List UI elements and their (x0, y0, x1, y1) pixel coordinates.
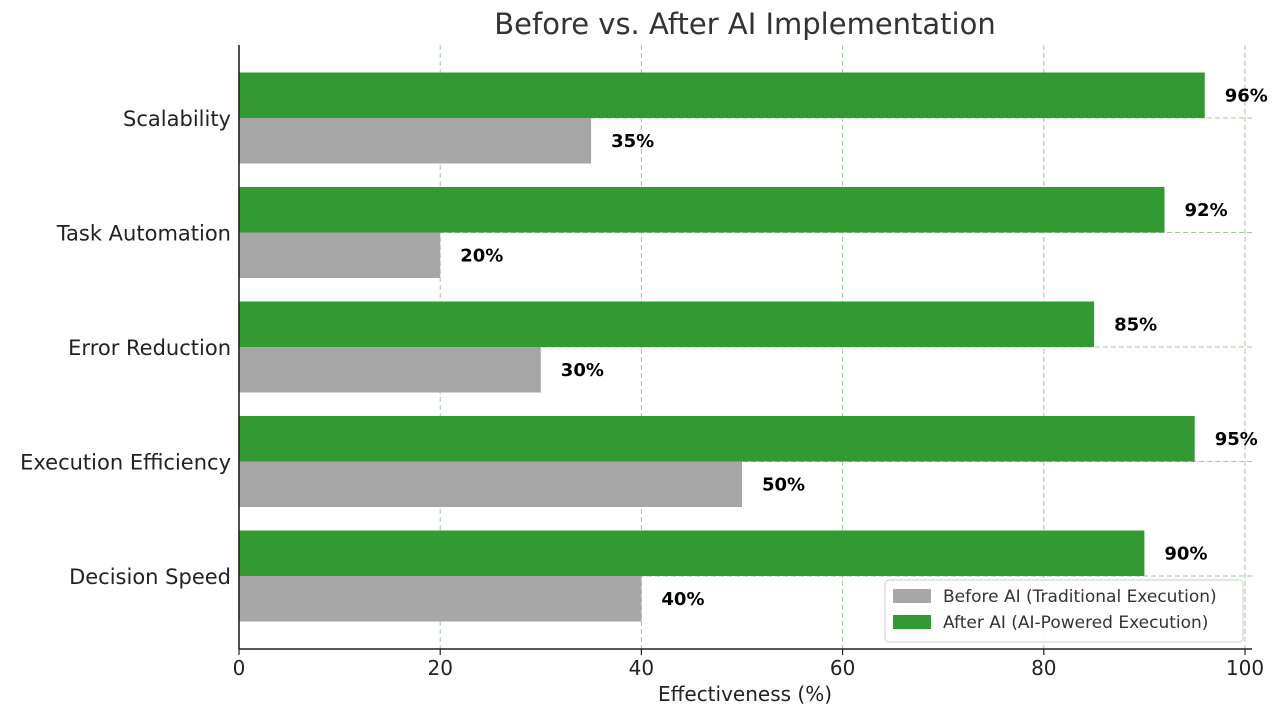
legend-swatch (893, 589, 931, 603)
category-label: Scalability (123, 107, 231, 131)
bars-group (239, 72, 1205, 622)
x-tick-label: 80 (1031, 656, 1056, 680)
value-label-after-ai: 95% (1215, 429, 1258, 450)
value-labels: 90% 40% 95% 50% 85% 30% 92% 20% 96% 35% (460, 85, 1268, 610)
category-label: Execution Efficiency (20, 451, 231, 475)
legend-entry-label: After AI (AI-Powered Execution) (943, 613, 1208, 633)
x-tick-label: 100 (1226, 656, 1264, 680)
legend: Before AI (Traditional Execution) After A… (884, 579, 1244, 643)
x-tick-label: 60 (830, 656, 855, 680)
bar-before-ai (239, 347, 541, 393)
x-tick-label: 40 (629, 656, 654, 680)
value-label-after-ai: 90% (1164, 543, 1207, 564)
bar-after-ai (239, 72, 1205, 118)
value-label-before-ai: 50% (762, 474, 805, 495)
bar-after-ai (239, 301, 1095, 347)
axes (238, 45, 1252, 655)
value-label-before-ai: 40% (661, 589, 704, 610)
bar-after-ai (239, 187, 1165, 233)
x-tick-label: 0 (233, 656, 246, 680)
bar-after-ai (239, 416, 1195, 462)
category-label: Task Automation (56, 222, 231, 246)
bar-after-ai (239, 530, 1145, 576)
bar-before-ai (239, 461, 742, 507)
value-label-before-ai: 35% (611, 131, 654, 152)
value-label-after-ai: 85% (1114, 314, 1157, 335)
legend-box (884, 579, 1244, 643)
category-labels: Decision Speed Execution Efficiency Error … (20, 107, 231, 589)
value-label-before-ai: 30% (561, 360, 604, 381)
legend-swatch (893, 615, 931, 629)
x-axis-label: Effectiveness (%) (658, 682, 832, 706)
category-label: Decision Speed (69, 565, 231, 589)
bar-before-ai (239, 576, 642, 622)
value-label-before-ai: 20% (460, 245, 503, 266)
x-tick-labels: 0 20 40 60 80 100 (233, 656, 1264, 680)
chart-title: Before vs. After AI Implementation (494, 7, 995, 41)
category-label: Error Reduction (68, 336, 231, 360)
bar-before-ai (239, 118, 592, 164)
x-tick-label: 20 (427, 656, 452, 680)
bar-before-ai (239, 232, 441, 278)
value-label-after-ai: 92% (1185, 200, 1228, 221)
value-label-after-ai: 96% (1225, 85, 1268, 106)
legend-entry-label: Before AI (Traditional Execution) (943, 587, 1217, 607)
